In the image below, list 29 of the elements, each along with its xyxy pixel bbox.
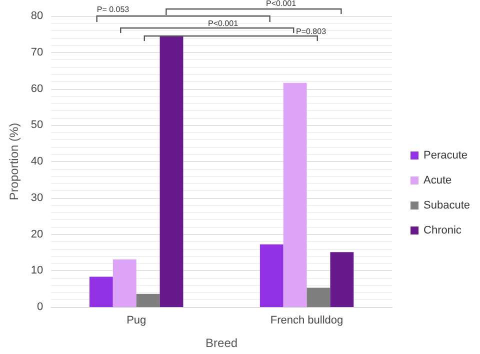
y-tick-label: 60 (30, 82, 44, 95)
annotation: P<0.001 (208, 19, 239, 28)
legend-label: Peracute (424, 150, 468, 162)
annotation: P=0.803 (296, 27, 327, 36)
text: P= 0.053 (96, 5, 130, 14)
bar (160, 36, 184, 307)
bar (306, 288, 330, 307)
bar (89, 276, 113, 307)
x-tick-label: French bulldog (270, 314, 344, 326)
bar (136, 294, 160, 307)
bar (330, 252, 354, 307)
y-tick-label: 70 (30, 46, 44, 58)
y-tick-label: 30 (30, 192, 44, 204)
y-tick-label: 40 (30, 156, 44, 168)
legend-label: Subacute (424, 200, 470, 212)
y-tick-label: 10 (30, 264, 44, 277)
bar (260, 244, 284, 307)
y-tick-label: 50 (30, 119, 44, 132)
x-tick-label: Pug (126, 314, 146, 326)
bar (283, 82, 307, 307)
y-tick-label: 80 (30, 10, 44, 22)
text: P<0.001 (266, 0, 297, 8)
legend-label: Chronic (424, 224, 462, 236)
legend-label: Acute (424, 174, 452, 186)
bar (112, 259, 136, 307)
y-tick-label: 20 (30, 228, 44, 240)
y-tick-label: 0 (37, 301, 44, 313)
x-axis-title: Breed (206, 336, 238, 350)
y-axis-title: Proportion (%) (7, 122, 21, 200)
